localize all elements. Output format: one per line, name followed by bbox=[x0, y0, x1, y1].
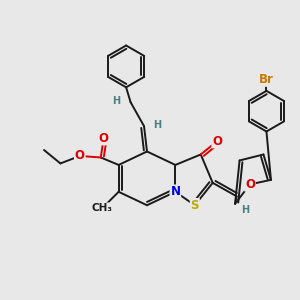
Text: H: H bbox=[112, 96, 121, 106]
Text: O: O bbox=[245, 178, 255, 191]
Text: O: O bbox=[75, 149, 85, 163]
Text: H: H bbox=[153, 120, 161, 130]
Text: S: S bbox=[190, 199, 199, 212]
Text: Br: Br bbox=[259, 73, 274, 86]
Text: O: O bbox=[99, 132, 109, 145]
Text: N: N bbox=[170, 185, 180, 198]
Text: O: O bbox=[212, 134, 222, 148]
Text: H: H bbox=[242, 205, 250, 215]
Text: CH₃: CH₃ bbox=[92, 203, 113, 213]
